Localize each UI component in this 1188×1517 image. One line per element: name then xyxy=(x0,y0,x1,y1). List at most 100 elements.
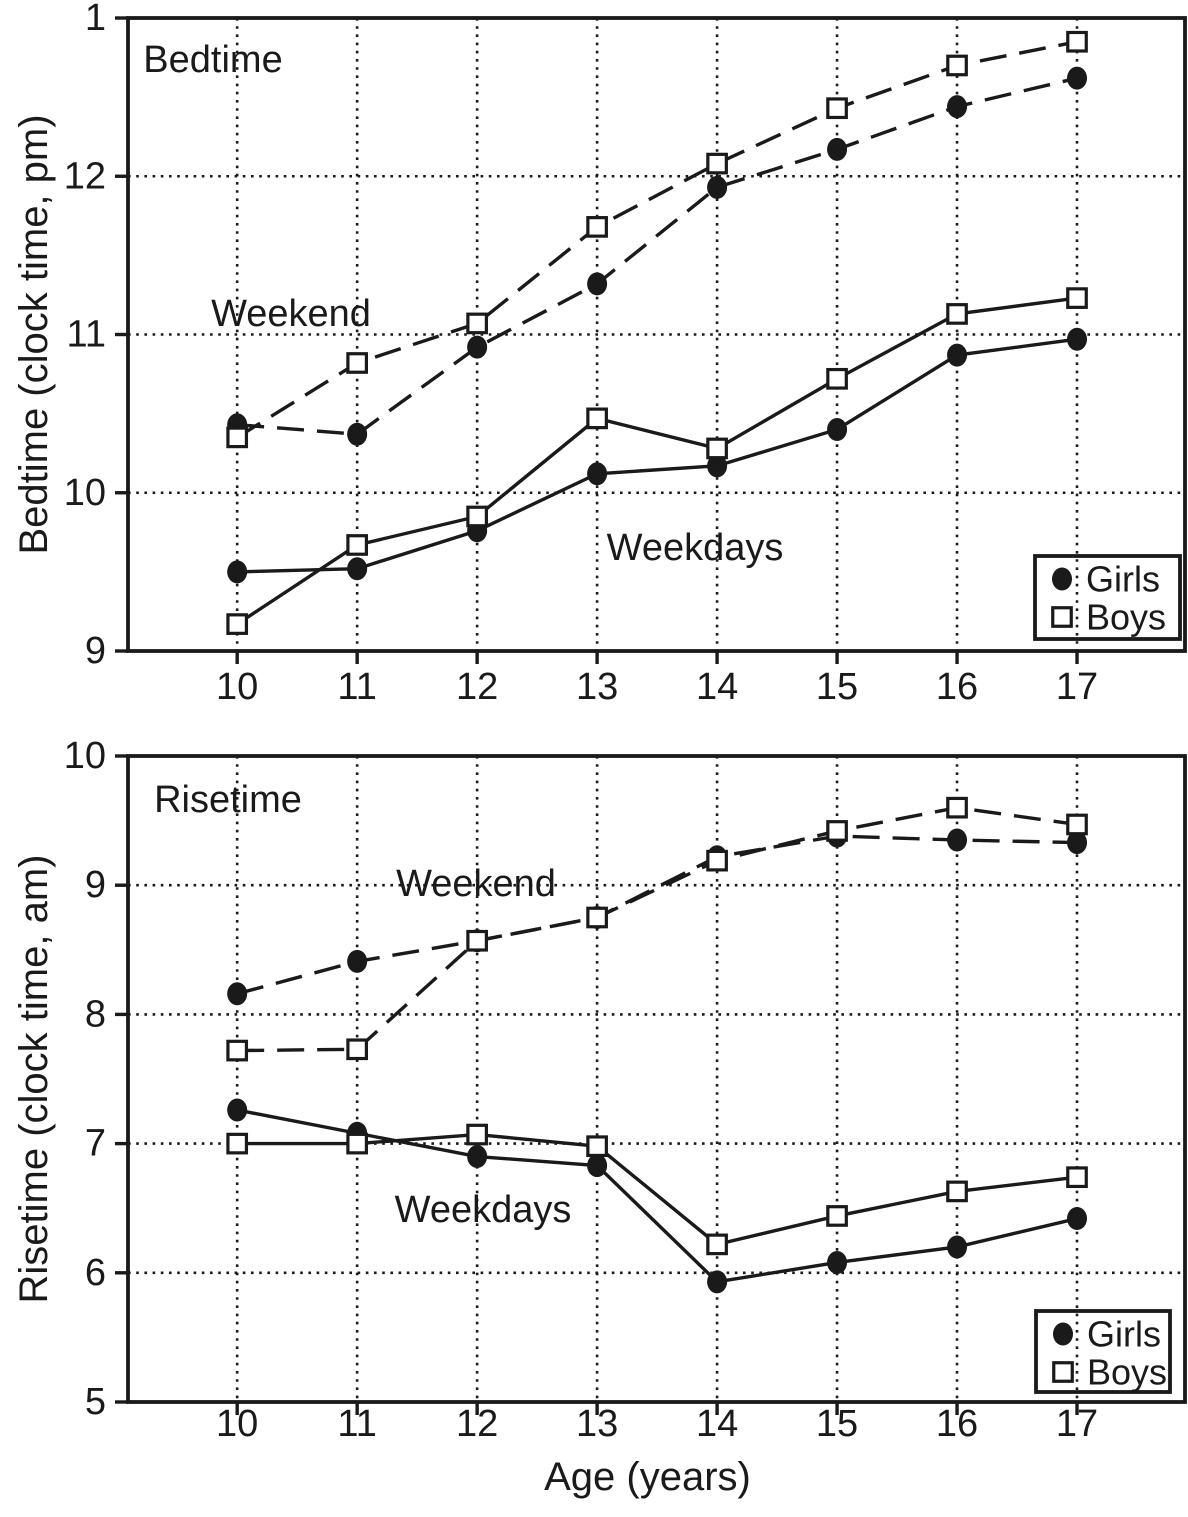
y-tick-label: 10 xyxy=(64,472,106,514)
legend-label-boys: Boys xyxy=(1086,597,1166,638)
y-tick-label: 12 xyxy=(64,155,106,197)
girls-filled-circle-marker xyxy=(347,422,368,446)
girls-filled-circle-marker xyxy=(707,175,728,199)
boys-open-square-marker xyxy=(226,426,249,449)
series-boys-weekdays xyxy=(226,1123,1088,1256)
boys-open-square-marker xyxy=(1066,287,1088,309)
legend-box xyxy=(1034,1309,1172,1394)
x-tick-label: 17 xyxy=(1056,1403,1098,1445)
legend-label-girls: Girls xyxy=(1086,559,1160,600)
annotation-weekdays: Weekdays xyxy=(607,527,784,569)
x-tick-label: 10 xyxy=(216,666,258,708)
annotation-weekdays: Weekdays xyxy=(395,1189,572,1231)
boys-open-square-marker xyxy=(1051,606,1073,628)
x-tick-label: 12 xyxy=(456,1403,498,1445)
plot-frame xyxy=(126,754,1187,1404)
legend-box xyxy=(1033,554,1182,641)
axes: 5 6 7 8 9 10 10 11 12 13 14 15 16 17 xyxy=(64,735,1098,1445)
boys-open-square-marker xyxy=(586,216,608,238)
girls-filled-circle-marker xyxy=(347,557,368,581)
x-tick-label: 16 xyxy=(936,1403,978,1445)
boys-open-square-marker xyxy=(706,849,728,872)
girls-filled-circle-marker xyxy=(1053,1322,1073,1346)
girls-filled-circle-marker xyxy=(227,560,248,584)
y-tick-label: 9 xyxy=(85,864,106,906)
y-axis-title: Risetime (clock time, am) xyxy=(12,855,56,1304)
x-tick-label: 13 xyxy=(576,666,618,708)
x-tick-label: 15 xyxy=(816,666,858,708)
boys-open-square-marker xyxy=(226,1132,249,1155)
gridlines xyxy=(128,756,1185,1402)
girls-filled-circle-marker xyxy=(227,1098,248,1122)
girls-filled-circle-marker xyxy=(947,828,968,852)
series-line xyxy=(236,296,1078,626)
boys-open-square-marker xyxy=(1066,813,1088,836)
panel-risetime: 5 6 7 8 9 10 10 11 12 13 14 15 16 17 Risetime (clock t… xyxy=(12,735,1187,1499)
y-tick-label: 5 xyxy=(85,1381,106,1423)
series-boys-weekend xyxy=(226,30,1088,449)
boys-open-square-marker xyxy=(226,1039,249,1062)
boys-open-square-marker xyxy=(706,1233,728,1256)
y-tick-label: 9 xyxy=(85,630,106,672)
boys-open-square-marker xyxy=(706,437,728,460)
girls-filled-circle-marker xyxy=(347,949,368,973)
annotation-risetime: Risetime xyxy=(154,779,302,821)
girls-filled-circle-marker xyxy=(827,1250,848,1274)
series-boys-weekend xyxy=(226,796,1088,1062)
girls-filled-circle-marker xyxy=(1067,327,1088,351)
series-line xyxy=(237,76,1078,436)
boys-open-square-marker xyxy=(226,613,249,635)
series-boys-weekdays xyxy=(226,287,1088,635)
girls-filled-circle-marker xyxy=(827,137,848,161)
boys-open-square-marker xyxy=(946,1180,968,1203)
boys-open-square-marker xyxy=(826,367,848,390)
y-tick-label: 10 xyxy=(64,735,106,777)
series-line xyxy=(236,834,1078,996)
x-tick-label: 11 xyxy=(337,1403,376,1445)
girls-filled-circle-marker xyxy=(947,95,968,119)
girls-filled-circle-marker xyxy=(1067,1207,1088,1231)
boys-open-square-marker xyxy=(466,505,488,528)
girls-filled-circle-marker xyxy=(227,982,248,1006)
series-girls-weekdays xyxy=(227,327,1088,584)
boys-open-square-marker xyxy=(586,407,608,430)
series-girls-weekend xyxy=(227,66,1088,446)
y-tick-label: 11 xyxy=(67,314,106,356)
axes: 9 10 11 12 1 10 11 12 13 14 15 16 17 xyxy=(64,0,1098,708)
y-tick-label: 6 xyxy=(85,1252,106,1294)
y-axis-title: Bedtime (clock time, pm) xyxy=(12,114,56,554)
girls-filled-circle-marker xyxy=(1067,66,1088,90)
x-tick-label: 17 xyxy=(1056,666,1098,708)
boys-open-square-marker xyxy=(1052,1361,1074,1383)
girls-filled-circle-marker xyxy=(1052,567,1072,591)
boys-open-square-marker xyxy=(946,796,968,819)
boys-open-square-marker xyxy=(1066,30,1088,53)
x-axis-title: Age (years) xyxy=(544,1455,751,1499)
boys-open-square-marker xyxy=(346,352,369,374)
series-line xyxy=(236,40,1078,439)
boys-open-square-marker xyxy=(706,152,728,175)
y-tick-label: 1 xyxy=(85,0,106,39)
series-line xyxy=(236,1108,1078,1284)
girls-filled-circle-marker xyxy=(707,1270,728,1294)
x-tick-label: 12 xyxy=(456,666,498,708)
x-tick-label: 10 xyxy=(216,1403,258,1445)
girls-filled-circle-marker xyxy=(467,335,488,359)
boys-open-square-marker xyxy=(586,1135,608,1158)
series-line xyxy=(237,1132,1078,1247)
x-tick-label: 14 xyxy=(696,666,738,708)
girls-filled-circle-marker xyxy=(467,1145,488,1169)
boys-open-square-marker xyxy=(466,312,488,335)
annotation-bedtime: Bedtime xyxy=(143,39,282,81)
x-tick-label: 13 xyxy=(576,1403,618,1445)
annotation-weekend: Weekend xyxy=(396,863,556,905)
x-tick-label: 11 xyxy=(337,666,376,708)
boys-open-square-marker xyxy=(826,97,848,120)
boys-open-square-marker xyxy=(1066,1166,1088,1189)
boys-open-square-marker xyxy=(946,303,968,325)
boys-open-square-marker xyxy=(586,906,608,929)
